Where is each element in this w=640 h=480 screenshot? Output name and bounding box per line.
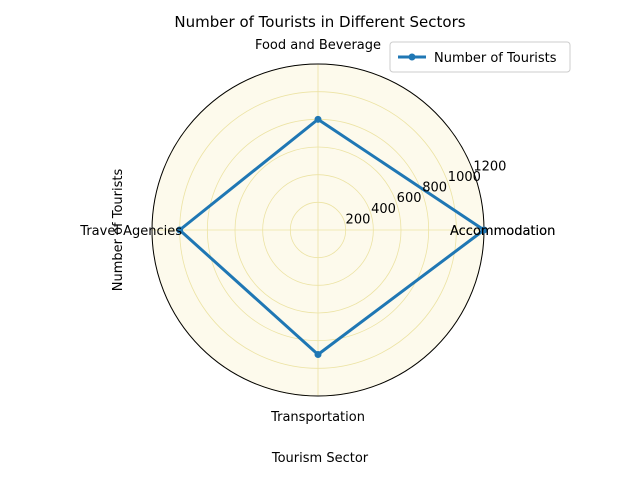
legend-box xyxy=(389,41,571,73)
chart-title: Number of Tourists in Different Sectors xyxy=(174,13,465,31)
y-axis-label: Number of Tourists xyxy=(111,169,126,292)
radial-tick-label: 600 xyxy=(397,191,422,206)
data-point-4 xyxy=(314,351,322,358)
category-label-2: Food and Beverage xyxy=(255,38,381,53)
x-axis-label: Tourism Sector xyxy=(271,451,369,466)
category-label-closing: Accommodation xyxy=(450,224,555,239)
radial-tick-label: 1000 xyxy=(448,170,481,185)
category-labels: Accommodation Food and Beverage Travel Age… xyxy=(79,38,555,425)
series-layer xyxy=(176,115,488,358)
category-label-4: Transportation xyxy=(270,410,365,425)
data-point-3 xyxy=(176,226,184,234)
radial-tick-label: 1200 xyxy=(473,159,506,174)
legend: Number of Tourists xyxy=(389,41,571,73)
category-label-3: Travel Agencies xyxy=(79,224,182,239)
legend-label: Number of Tourists xyxy=(434,51,557,66)
category-label-1: Accommodation xyxy=(450,224,555,239)
radial-tick-label: 200 xyxy=(346,212,371,227)
radial-tick-label: 400 xyxy=(371,202,396,217)
radial-tick-label: 800 xyxy=(422,181,447,196)
data-point-1 xyxy=(480,226,488,234)
legend-marker xyxy=(408,53,416,61)
data-point-2 xyxy=(314,115,322,123)
